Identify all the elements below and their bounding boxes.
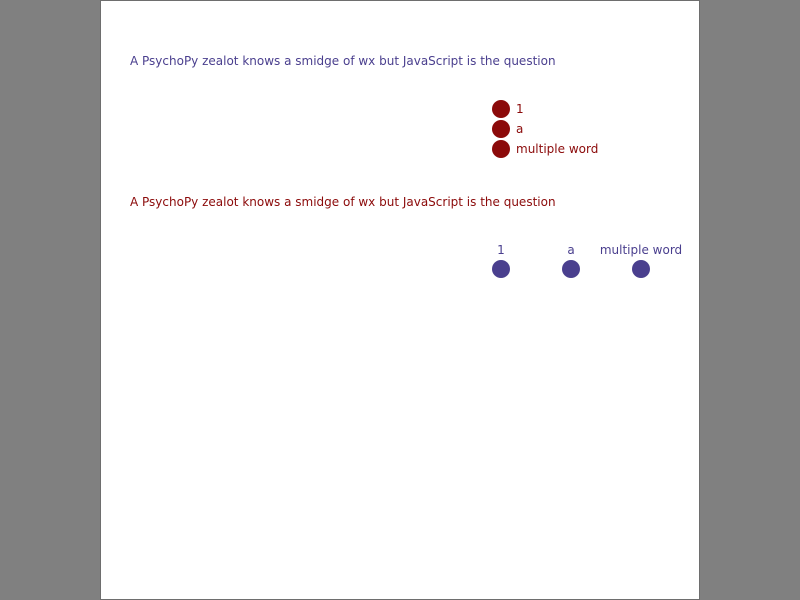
question-2-text: A PsychoPy zealot knows a smidge of wx b… <box>130 195 556 209</box>
radio-circle-icon[interactable] <box>492 100 510 118</box>
option-label: multiple word <box>516 142 599 156</box>
option-label: 1 <box>497 243 505 257</box>
option-label: multiple word <box>599 243 683 257</box>
option-label: a <box>567 243 575 257</box>
question-1-option-a[interactable]: a <box>492 119 598 139</box>
radio-circle-icon[interactable] <box>492 120 510 138</box>
radio-circle-icon[interactable] <box>492 140 510 158</box>
question-1-option-1[interactable]: 1 <box>492 99 598 119</box>
experiment-window: A PsychoPy zealot knows a smidge of wx b… <box>100 0 700 600</box>
option-label: 1 <box>516 102 524 116</box>
radio-circle-icon[interactable] <box>562 260 580 278</box>
question-1-text: A PsychoPy zealot knows a smidge of wx b… <box>130 54 556 68</box>
radio-circle-icon[interactable] <box>492 260 510 278</box>
question-2-option-multiple-word[interactable]: multiple word <box>591 242 691 278</box>
question-1-option-multiple-word[interactable]: multiple word <box>492 139 598 159</box>
question-2-option-1[interactable]: 1 <box>451 242 551 278</box>
question-1-radio-group: 1 a multiple word <box>492 99 598 159</box>
option-label: a <box>516 122 524 136</box>
question-2-option-a[interactable]: a <box>521 242 621 278</box>
radio-circle-icon[interactable] <box>632 260 650 278</box>
